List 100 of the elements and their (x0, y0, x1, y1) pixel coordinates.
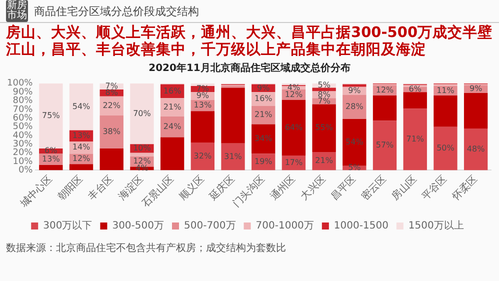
data-label: 32% (194, 151, 212, 160)
y-tick-label: 20% (12, 148, 34, 158)
y-tick-label: 40% (12, 130, 34, 141)
bar (39, 165, 63, 170)
data-label: 34% (254, 134, 273, 144)
y-tick-label: 70% (12, 104, 34, 115)
legend-label: 1500万以上 (408, 220, 464, 232)
legend-label: 700-1000万 (256, 220, 314, 232)
x-tick-label: 丰台区 (86, 172, 116, 203)
bar (403, 92, 427, 109)
legend-label: 1000-1500 (334, 220, 388, 232)
data-label: 16% (163, 86, 182, 96)
data-label: 12% (376, 85, 394, 94)
bar (342, 119, 366, 166)
data-label: 12% (284, 90, 304, 99)
bar (464, 92, 488, 129)
bar (282, 100, 306, 156)
data-label: 5% (348, 163, 362, 172)
y-tick-label: 60% (12, 113, 34, 124)
data-label: 6% (408, 84, 422, 94)
data-label: 5% (318, 80, 331, 90)
data-label: 9% (196, 91, 210, 100)
data-label: 11% (436, 86, 455, 95)
x-tick-label: 顺义区 (176, 172, 207, 203)
data-label: 75% (42, 111, 60, 120)
bar (130, 152, 154, 156)
data-label: 9% (257, 83, 270, 92)
bar (190, 111, 214, 142)
data-label: 28% (346, 102, 364, 111)
bar (312, 104, 336, 152)
x-tick-label: 通州区 (268, 172, 298, 203)
data-label: 12% (133, 156, 152, 166)
data-label: 48% (466, 144, 486, 154)
data-label: 64% (284, 122, 304, 132)
bar (130, 83, 154, 144)
bar (221, 143, 245, 170)
data-label: 7% (318, 96, 331, 106)
x-tick-label: 大兴区 (298, 172, 328, 203)
bar (252, 124, 276, 154)
bar (464, 128, 488, 170)
x-tick-label: 怀柔区 (449, 172, 480, 204)
y-tick-label: 50% (12, 122, 34, 132)
bar (312, 88, 336, 92)
bar (69, 164, 94, 170)
data-label: 54% (72, 102, 91, 111)
data-label: 9% (348, 86, 362, 95)
data-label: 13% (72, 131, 91, 140)
bar (69, 83, 94, 130)
bar (190, 142, 214, 170)
data-label: 19% (254, 157, 273, 166)
y-tick-label: 30% (12, 140, 34, 150)
data-label: 12% (72, 154, 91, 164)
data-label: 31% (224, 152, 242, 161)
bar (221, 88, 245, 144)
y-tick-label: 10% (12, 156, 34, 167)
data-label: 24% (163, 122, 182, 131)
data-label: 71% (406, 134, 424, 144)
y-tick-label: 90% (12, 87, 34, 98)
bar (342, 84, 366, 87)
y-tick-label: 100% (6, 78, 34, 89)
bar (434, 126, 458, 170)
source-note: 数据来源：北京商品住宅不包含共有产权房；成交结构为套数比 (5, 242, 287, 255)
x-tick-label: 朝阳区 (56, 172, 86, 203)
bar (434, 96, 458, 127)
legend-label: 300万以下 (43, 220, 92, 232)
data-label: 70% (133, 108, 152, 118)
data-label: 57% (376, 140, 394, 150)
data-label: 14% (72, 142, 91, 152)
data-label: 38% (102, 127, 121, 136)
data-label: 21% (254, 110, 273, 120)
data-label: 7% (196, 84, 210, 94)
data-label: 50% (436, 144, 455, 153)
legend-label: 500-700万 (184, 220, 236, 232)
bar (100, 148, 124, 170)
data-label: 17% (284, 158, 304, 167)
x-tick-label: 房山区 (389, 172, 420, 203)
data-label: 22% (102, 101, 121, 110)
bar (39, 83, 63, 149)
data-label: 8% (318, 90, 331, 99)
data-label: 55% (315, 123, 334, 132)
bar (100, 116, 124, 149)
chart-subtitle: 房山、大兴、顺义上车活跃，通州、大兴、昌平占据300-500万成交半壁江山，昌平、丰台改善集中，千万级以上产品集中在朝阳及海淀 (4, 23, 494, 59)
data-label: 13% (194, 100, 212, 110)
data-label: 16% (254, 94, 273, 104)
bar (160, 137, 184, 170)
bar (342, 94, 366, 119)
data-label: 21% (315, 156, 334, 166)
data-label: 54% (346, 138, 364, 147)
chart-title: 商品住宅分区域分总价段成交结构 (34, 4, 199, 18)
legend-label: 300-500万 (112, 220, 164, 232)
bar (372, 120, 397, 170)
x-tick-label: 平谷区 (420, 172, 450, 203)
data-label: 8% (105, 88, 118, 98)
data-label: 9% (469, 84, 483, 94)
data-label: 13% (42, 154, 60, 164)
y-tick-label: 80% (12, 96, 34, 106)
x-tick-label: 昌平区 (329, 174, 358, 203)
data-label: 21% (163, 102, 182, 112)
bar (372, 96, 397, 121)
data-label: 6% (44, 146, 58, 156)
